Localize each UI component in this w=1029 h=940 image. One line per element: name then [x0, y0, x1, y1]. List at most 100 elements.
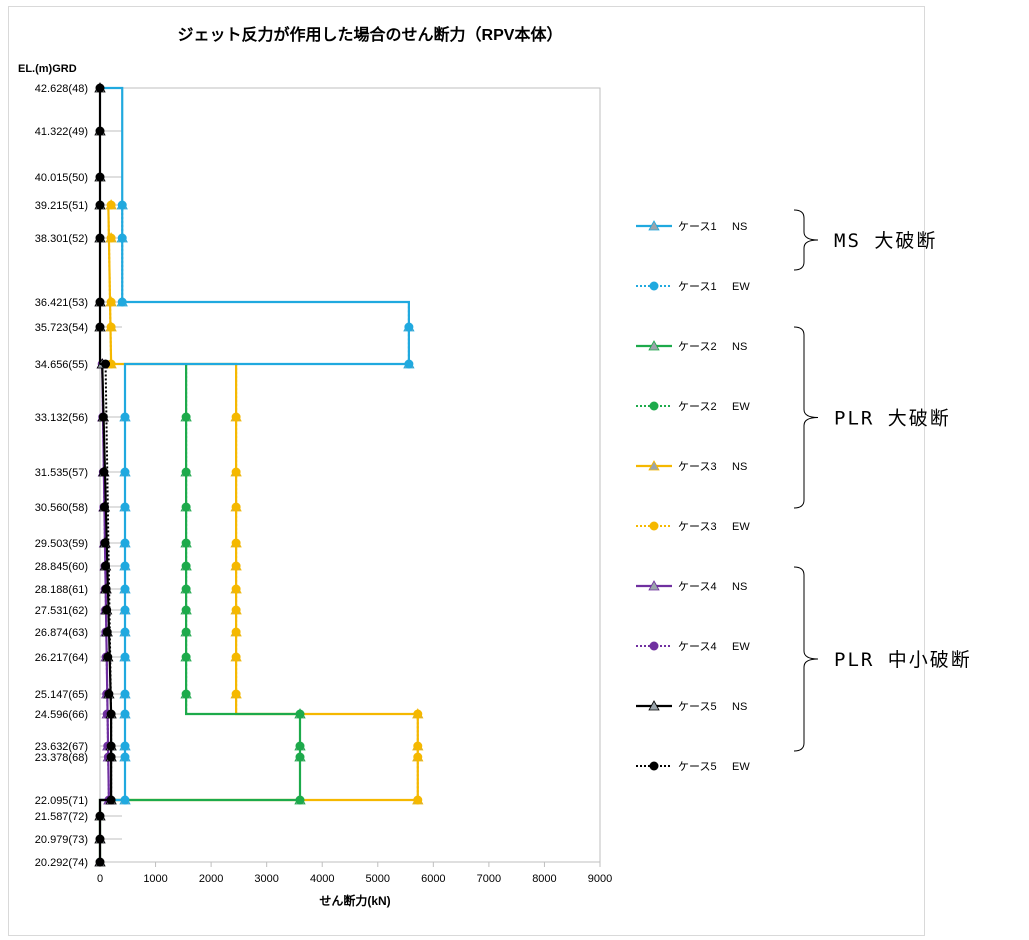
series-ケース3-EW [106, 200, 423, 805]
series-point [101, 584, 111, 594]
y-tick-label: 42.628(48) [35, 83, 88, 95]
series-point [648, 700, 660, 711]
series-point [231, 467, 241, 477]
y-tick-label: 31.535(57) [35, 467, 88, 479]
series-point [120, 752, 130, 762]
series-ケース1-EW [117, 200, 414, 805]
series-point [231, 689, 241, 699]
series-point [99, 502, 109, 512]
brace-shape [793, 566, 819, 752]
x-tick-label: 2000 [199, 873, 223, 885]
series-line [121, 205, 410, 800]
series-point [120, 741, 130, 751]
series-point [120, 605, 130, 615]
x-tick-label: 6000 [421, 873, 445, 885]
legend-direction: EW [732, 641, 750, 653]
y-tick-label: 34.656(55) [35, 359, 88, 371]
series-point [106, 795, 116, 805]
legend-case: ケース2 [678, 400, 717, 413]
series-point [413, 752, 423, 762]
group-label: PLR 大破断 [834, 408, 951, 430]
legend-direction: EW [732, 761, 750, 773]
series-point [649, 761, 659, 771]
series-point [231, 584, 241, 594]
chart-title: ジェット反力が作用した場合のせん断力（RPV本体） [178, 25, 563, 44]
series-point [95, 83, 105, 93]
legend-direction: EW [732, 521, 750, 533]
series-point [181, 689, 191, 699]
x-tick-label: 7000 [477, 873, 501, 885]
series-point [95, 233, 105, 243]
series-point [120, 584, 130, 594]
series-point [106, 233, 116, 243]
series-point [99, 467, 109, 477]
series-ケース2-NS [100, 364, 306, 805]
legend-groups: MS 大破断 PLR 大破断 PLR 中小破断 [793, 209, 972, 752]
series-point [231, 538, 241, 548]
x-tick-label: 8000 [532, 873, 556, 885]
series-ケース2-EW [181, 364, 305, 805]
series-point [120, 412, 130, 422]
y-tick-label: 26.874(63) [35, 627, 88, 639]
y-tick-label: 26.217(64) [35, 652, 88, 664]
legend-direction: EW [732, 281, 750, 293]
series-point [649, 641, 659, 651]
series-point [95, 322, 105, 332]
series-point [231, 502, 241, 512]
legend-case: ケース5 [678, 700, 717, 713]
y-tick-label: 24.596(66) [35, 709, 88, 721]
x-tick-label: 0 [97, 873, 103, 885]
series-point [231, 627, 241, 637]
legend-direction: NS [732, 581, 747, 593]
series-point [117, 200, 127, 210]
series-ケース5-EW [95, 83, 116, 867]
series-point [117, 297, 127, 307]
y-tick-label: 35.723(54) [35, 322, 88, 334]
y-axis-ticks: 42.628(48) 41.322(49) 40.015(50) 39.215(51)… [35, 83, 122, 869]
group-brace: PLR 中小破断 [793, 566, 972, 752]
y-tick-label: 20.979(73) [35, 834, 88, 846]
series-line [99, 88, 113, 862]
series-point [649, 281, 659, 291]
series-point [181, 538, 191, 548]
series-point [101, 359, 111, 369]
series-point [103, 652, 113, 662]
series-line [98, 86, 410, 862]
x-tick-label: 1000 [143, 873, 167, 885]
legend-case: ケース4 [678, 580, 717, 593]
legend-direction: NS [732, 701, 747, 713]
series-point [120, 467, 130, 477]
series-point [649, 401, 659, 411]
legend-item: ケース3 EW [636, 520, 750, 533]
series-point [106, 297, 116, 307]
legend-item: ケース5 EW [636, 760, 750, 773]
x-tick-label: 4000 [310, 873, 334, 885]
group-label: PLR 中小破断 [834, 649, 972, 671]
series-ケース3-NS [98, 199, 424, 862]
x-tick-label: 5000 [366, 873, 390, 885]
legend-direction: NS [732, 221, 747, 233]
series-point [120, 709, 130, 719]
legend-case: ケース4 [678, 640, 717, 653]
legend-case: ケース3 [678, 460, 717, 473]
series-point [181, 502, 191, 512]
series-point [120, 689, 130, 699]
legend-item: ケース1 EW [636, 280, 750, 293]
y-tick-label: 30.560(58) [35, 502, 88, 514]
series-point [181, 467, 191, 477]
y-axis-header: EL.(m)GRD [18, 63, 77, 75]
series-point [181, 627, 191, 637]
series-point [101, 561, 111, 571]
series-point [106, 709, 116, 719]
series-point [106, 322, 116, 332]
series-point [181, 652, 191, 662]
legend-item: ケース5 NS [636, 700, 747, 713]
y-tick-label: 28.188(61) [35, 584, 88, 596]
series-point [648, 460, 660, 471]
series-ケース1-NS [98, 86, 415, 862]
series-point [649, 521, 659, 531]
legend-item: ケース1 NS [636, 220, 747, 233]
y-tick-label: 25.147(65) [35, 689, 88, 701]
y-tick-label: 23.632(67) [35, 741, 88, 753]
